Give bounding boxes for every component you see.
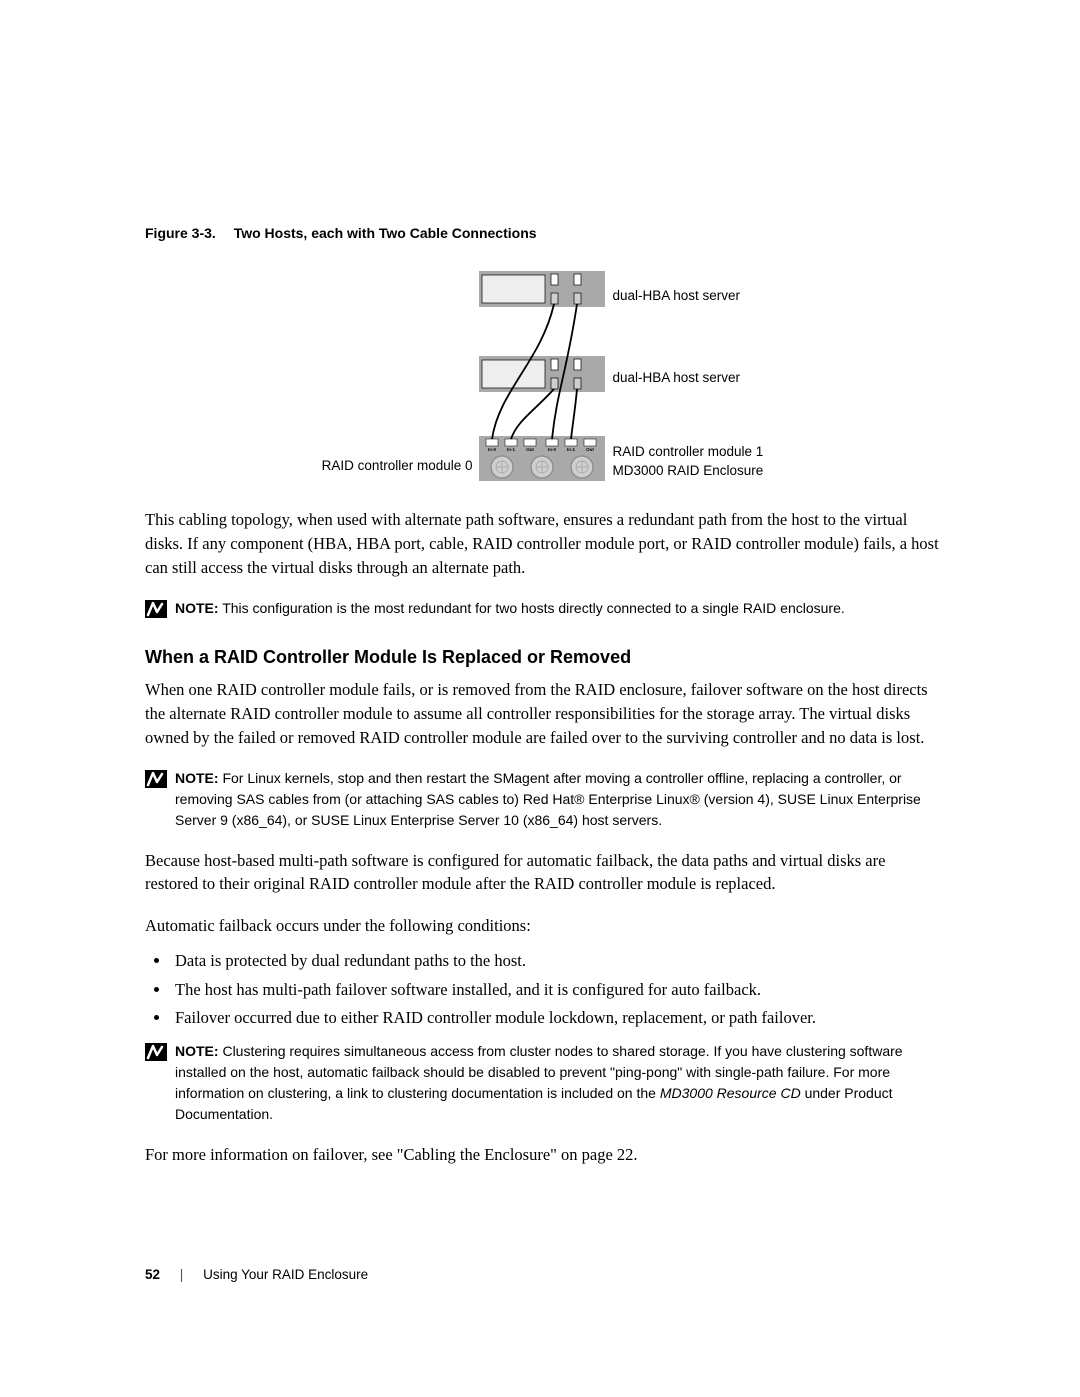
diagram-label-server2: dual-HBA host server — [613, 369, 741, 388]
figure-number: Figure 3-3. — [145, 225, 216, 241]
footer-section: Using Your RAID Enclosure — [203, 1267, 368, 1282]
diagram-label-right-2: MD3000 RAID Enclosure — [613, 462, 764, 481]
note-icon — [145, 1043, 167, 1061]
diagram-label-left: RAID controller module 0 — [322, 457, 473, 476]
paragraph-topology: This cabling topology, when used with al… — [145, 508, 940, 580]
figure-title: Two Hosts, each with Two Cable Connectio… — [234, 225, 537, 241]
diagram: RAID controller module 0 — [145, 271, 940, 486]
page-number: 52 — [145, 1267, 160, 1282]
svg-text:In-0: In-0 — [487, 447, 495, 452]
paragraph-conditions: Automatic failback occurs under the foll… — [145, 914, 940, 938]
diagram-label-server1: dual-HBA host server — [613, 287, 741, 306]
svg-text:Out: Out — [586, 447, 594, 452]
note-label: NOTE: — [175, 770, 219, 786]
note-label: NOTE: — [175, 600, 219, 616]
section-heading: When a RAID Controller Module Is Replace… — [145, 647, 940, 668]
list-item: Data is protected by dual redundant path… — [171, 948, 940, 974]
svg-text:Out: Out — [526, 447, 534, 452]
paragraph-replaced: When one RAID controller module fails, o… — [145, 678, 940, 750]
list-item: The host has multi-path failover softwar… — [171, 977, 940, 1003]
note-icon — [145, 600, 167, 618]
list-item: Failover occurred due to either RAID con… — [171, 1005, 940, 1031]
note-icon — [145, 770, 167, 788]
conditions-list: Data is protected by dual redundant path… — [171, 948, 940, 1031]
page-footer: 52 | Using Your RAID Enclosure — [145, 1267, 940, 1282]
note-label: NOTE: — [175, 1043, 219, 1059]
cabling-diagram-svg: In-0 In-1 Out In-0 In-1 Out — [479, 271, 605, 481]
note-3: NOTE: Clustering requires simultaneous a… — [145, 1041, 940, 1125]
svg-text:In-0: In-0 — [547, 447, 555, 452]
note-2: NOTE: For Linux kernels, stop and then r… — [145, 768, 940, 831]
note-2-text: For Linux kernels, stop and then restart… — [175, 770, 921, 828]
note-1: NOTE: This configuration is the most red… — [145, 598, 940, 619]
footer-divider: | — [180, 1267, 184, 1282]
figure-caption: Figure 3-3. Two Hosts, each with Two Cab… — [145, 225, 940, 241]
paragraph-moreinfo: For more information on failover, see "C… — [145, 1143, 940, 1167]
svg-text:In-1: In-1 — [566, 447, 574, 452]
note-3-text-italic: MD3000 Resource CD — [660, 1085, 801, 1101]
paragraph-failback: Because host-based multi-path software i… — [145, 849, 940, 897]
svg-text:In-1: In-1 — [506, 447, 514, 452]
diagram-label-right-1: RAID controller module 1 — [613, 443, 764, 462]
note-1-text: This configuration is the most redundant… — [222, 600, 845, 616]
